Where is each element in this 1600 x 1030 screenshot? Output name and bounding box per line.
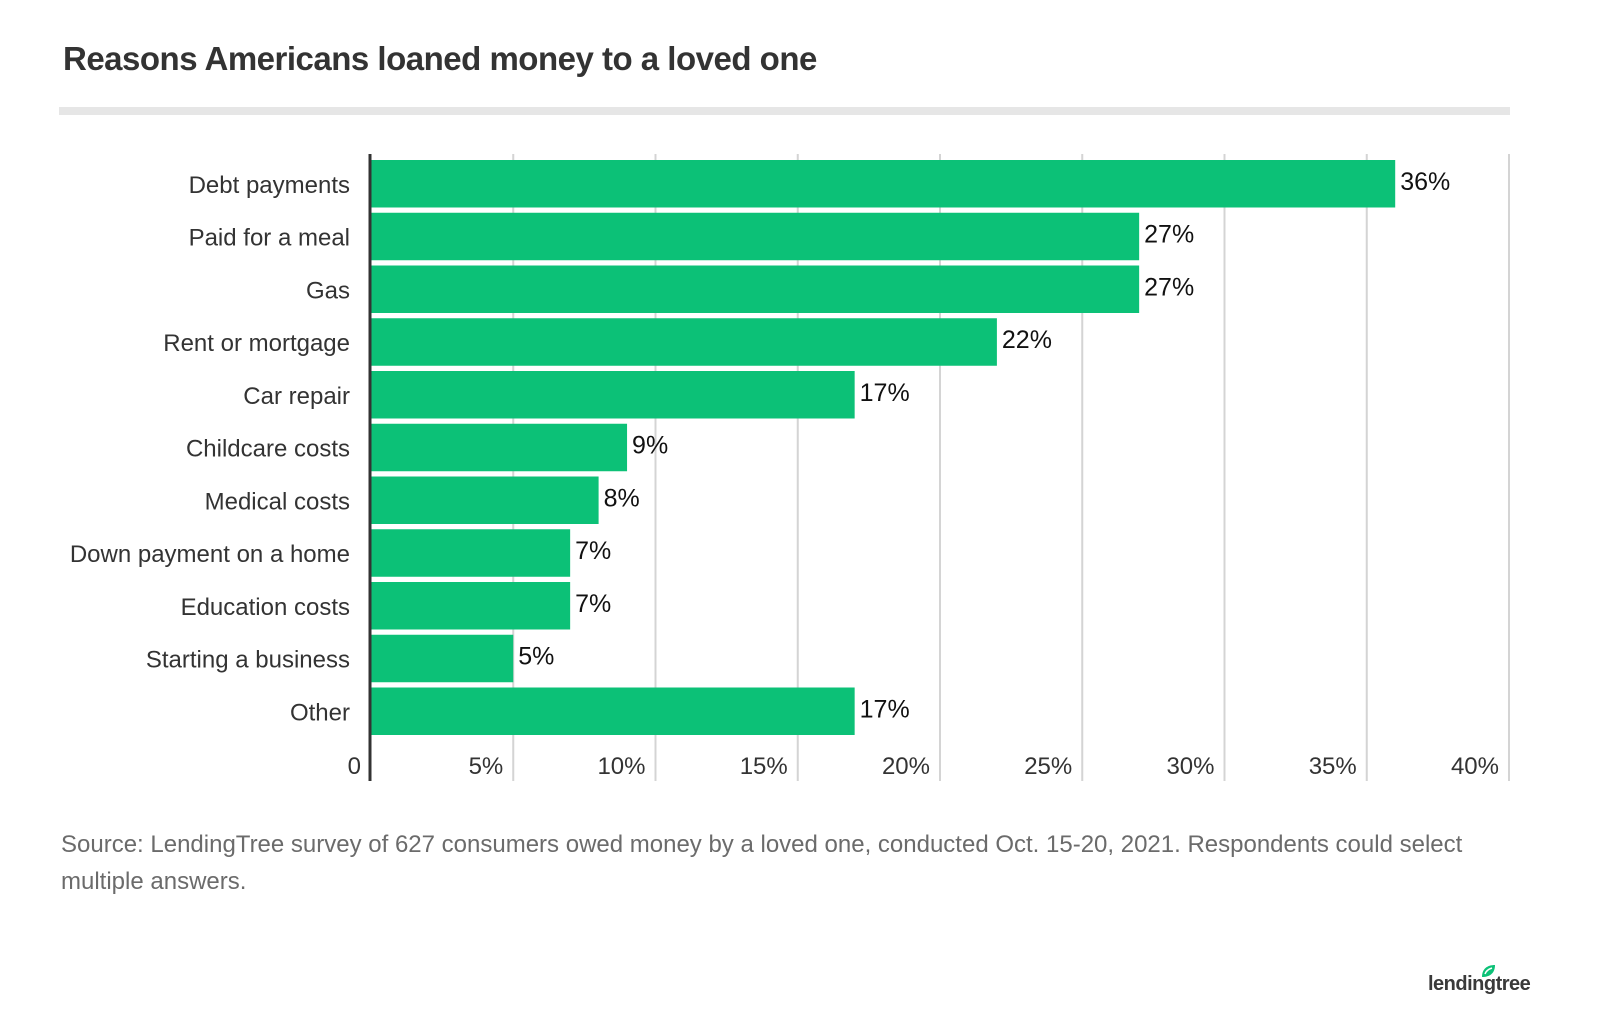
bar [371, 318, 997, 366]
category-label: Medical costs [205, 488, 350, 515]
category-label: Childcare costs [186, 436, 350, 463]
value-label: 8% [604, 484, 640, 512]
category-label: Debt payments [189, 172, 350, 199]
value-label: 7% [575, 537, 611, 565]
value-label: 17% [860, 379, 910, 407]
category-label: Paid for a meal [189, 225, 350, 252]
leaf-icon [1482, 965, 1495, 977]
bar [371, 423, 628, 472]
bar [371, 634, 514, 683]
tick-label: 30% [1166, 753, 1214, 780]
lendingtree-logo: lendingtree [1428, 962, 1538, 996]
bar [371, 582, 571, 630]
logo-text: lendingtree [1428, 973, 1531, 995]
value-label: 27% [1144, 221, 1194, 249]
tick-label: 40% [1451, 753, 1499, 780]
value-label: 17% [860, 695, 910, 723]
tick-label: 20% [882, 753, 930, 780]
value-label: 7% [575, 590, 611, 618]
value-label: 5% [518, 643, 554, 671]
tick-labels: 0 5% 10% 15% 20% 25% 30% 35% 40% [348, 753, 1499, 780]
bar [371, 160, 1396, 208]
tick-label: 10% [597, 753, 645, 780]
chart-title: Reasons Americans loaned money to a love… [63, 40, 817, 77]
tick-label: 15% [740, 753, 788, 780]
tick-label: 25% [1024, 753, 1072, 780]
value-labels: 36% 27% 27% 22% 17% 9% 8% 7% 7% 5% 17% [518, 168, 1450, 724]
category-label: Education costs [181, 594, 350, 621]
bar [371, 529, 571, 577]
bar [371, 212, 1140, 261]
category-labels: Debt payments Paid for a meal Gas Rent or m… [70, 172, 350, 727]
bar [371, 687, 855, 735]
category-label: Starting a business [146, 647, 350, 674]
bars [371, 160, 1396, 735]
tick-label: 0 [348, 753, 361, 780]
category-label: Rent or mortgage [163, 330, 350, 357]
source-note: Source: LendingTree survey of 627 consum… [61, 831, 1463, 895]
title-divider [59, 107, 1510, 115]
category-label: Down payment on a home [70, 541, 350, 568]
tick-label: 5% [469, 753, 504, 780]
category-label: Gas [306, 277, 350, 304]
value-label: 22% [1002, 326, 1052, 354]
category-label: Car repair [243, 383, 350, 410]
category-label: Other [290, 699, 350, 726]
value-label: 9% [632, 432, 668, 460]
value-label: 27% [1144, 273, 1194, 301]
tick-label: 35% [1309, 753, 1357, 780]
value-label: 36% [1400, 168, 1450, 196]
bar [371, 371, 855, 419]
bar-chart: Debt payments Paid for a meal Gas Rent or m… [70, 154, 1510, 781]
bar [371, 476, 599, 524]
bar [371, 265, 1140, 313]
